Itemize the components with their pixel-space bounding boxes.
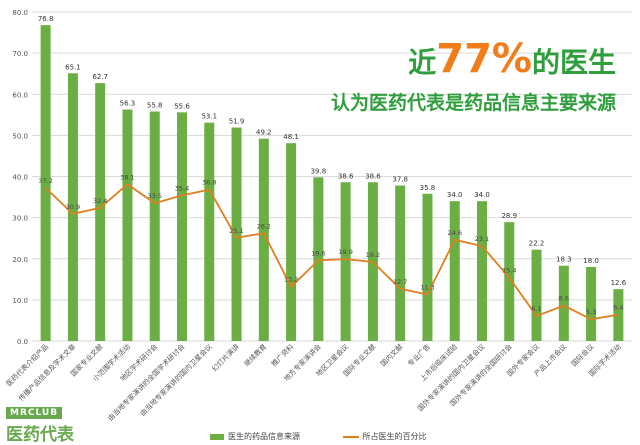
legend-swatch-bar — [210, 433, 224, 440]
y-tick-label: 0.0 — [17, 338, 28, 346]
bar — [477, 201, 487, 341]
bar — [231, 127, 242, 341]
bar-value-label: 38.6 — [338, 172, 354, 180]
line-value-label: 6.4 — [613, 304, 623, 312]
line-value-label: 6.1 — [531, 305, 541, 313]
bar — [95, 83, 106, 342]
bar-value-label: 55.8 — [147, 102, 163, 110]
legend-item-line: 所占医生的百分比 — [342, 431, 427, 442]
bar — [449, 201, 460, 341]
line-value-label: 15.4 — [502, 267, 516, 275]
bar — [395, 185, 406, 341]
bar-value-label: 51.9 — [229, 118, 245, 126]
bar — [558, 265, 569, 341]
bar-value-label: 12.6 — [611, 279, 627, 287]
category-label: 继续教育 — [242, 342, 268, 368]
logo-text-top: MRCLUB — [6, 407, 63, 419]
headline: 近77%的医生 认为医药代表是药品信息主要来源 — [331, 36, 616, 115]
line-value-label: 25.1 — [229, 227, 243, 235]
bar — [531, 249, 542, 341]
bar-value-label: 55.6 — [174, 102, 190, 110]
bar — [204, 122, 215, 341]
headline-prefix: 近 — [408, 46, 437, 79]
bar — [177, 112, 187, 341]
line-series — [45, 183, 619, 321]
legend-label-bar: 医生的药品信息来源 — [228, 432, 300, 441]
line-value-label: 19.2 — [366, 251, 380, 259]
bar-value-label: 49.2 — [256, 129, 272, 137]
y-tick-label: 80.0 — [12, 9, 28, 17]
legend: 医生的药品信息来源 所占医生的百分比 — [210, 431, 467, 442]
bar-value-label: 62.7 — [92, 73, 108, 81]
bar-value-label: 56.3 — [120, 99, 136, 107]
bar-value-label: 53.1 — [201, 113, 217, 121]
line-value-label: 23.1 — [475, 235, 489, 243]
logo-text-bottom: 医药代表 — [6, 425, 74, 445]
bar — [122, 109, 133, 341]
bar-value-label: 28.9 — [501, 212, 517, 220]
line-value-label: 30.9 — [66, 203, 80, 211]
line-value-label: 38.1 — [120, 173, 134, 181]
bar — [504, 222, 515, 341]
bar-value-label: 76.8 — [38, 15, 54, 23]
y-tick-label: 40.0 — [12, 174, 28, 182]
legend-item-bar: 医生的药品信息来源 — [210, 431, 300, 442]
line-value-label: 13.2 — [284, 276, 298, 284]
headline-suffix: 的医生 — [531, 46, 616, 79]
bar-value-label: 34.0 — [447, 191, 463, 199]
line-value-label: 12.7 — [393, 278, 407, 286]
bar — [67, 73, 78, 342]
category-label: 幻灯片演讲 — [210, 342, 241, 373]
bar-value-label: 48.1 — [283, 133, 299, 141]
bar-value-label: 37.8 — [392, 176, 408, 184]
bar-value-label: 18.0 — [583, 257, 599, 265]
y-tick-label: 60.0 — [12, 91, 28, 99]
headline-line1: 近77%的医生 — [331, 36, 616, 82]
bar-value-label: 65.1 — [65, 63, 81, 71]
line-value-label: 5.3 — [586, 308, 596, 316]
line-value-label: 37.2 — [38, 177, 52, 185]
brand-logo: MRCLUB 医药代表 — [6, 400, 116, 445]
legend-label-line: 所占医生的百分比 — [362, 432, 427, 441]
y-tick-label: 70.0 — [12, 50, 28, 58]
category-label: 国际会议 — [569, 342, 595, 368]
line-value-label: 11.3 — [420, 284, 434, 292]
line-value-label: 36.8 — [202, 179, 216, 187]
bar-value-label: 34.0 — [474, 191, 490, 199]
line-value-label: 32.4 — [93, 197, 107, 205]
y-tick-label: 50.0 — [12, 132, 28, 140]
bar — [286, 143, 297, 341]
legend-swatch-line — [342, 435, 359, 438]
headline-percent: 77% — [436, 36, 532, 82]
bar — [313, 177, 324, 341]
bar — [149, 111, 160, 342]
line-value-label: 19.6 — [311, 249, 325, 257]
line-value-label: 19.9 — [338, 248, 352, 256]
bar-value-label: 22.2 — [529, 240, 545, 248]
y-tick-label: 30.0 — [12, 215, 28, 223]
bar-value-label: 35.8 — [420, 184, 436, 192]
category-label: 专业广告 — [406, 342, 432, 368]
bar — [258, 138, 269, 341]
headline-line2: 认为医药代表是药品信息主要来源 — [330, 92, 616, 114]
bar — [422, 193, 433, 341]
bar — [586, 266, 597, 341]
bar-value-label: 38.6 — [365, 172, 381, 180]
bar-value-label: 39.8 — [311, 167, 327, 175]
line-value-label: 26.2 — [257, 222, 271, 230]
bar — [340, 182, 351, 341]
line-value-label: 24.6 — [447, 229, 461, 237]
y-tick-label: 20.0 — [12, 256, 28, 264]
line-value-label: 35.4 — [175, 184, 189, 192]
bar-value-label: 18.3 — [556, 256, 572, 264]
line-value-label: 33.5 — [147, 192, 161, 200]
y-tick-label: 10.0 — [12, 297, 28, 305]
line-value-label: 8.6 — [559, 295, 569, 303]
category-label: 国内文献 — [378, 342, 404, 368]
category-label: 推广资料 — [269, 342, 295, 368]
bar — [40, 25, 51, 341]
